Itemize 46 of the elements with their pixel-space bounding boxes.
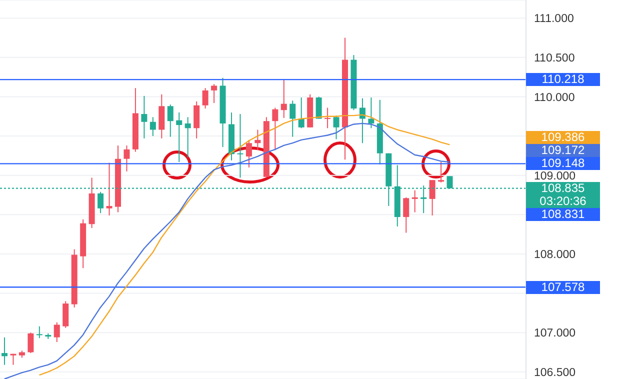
candlestick	[403, 196, 410, 234]
ref-line-label: 109.148	[526, 156, 600, 170]
candlestick	[141, 95, 148, 139]
candlestick	[237, 114, 244, 178]
ref-line-label: 107.578	[526, 280, 600, 294]
candlestick	[290, 100, 296, 138]
text: 108.831	[526, 206, 600, 221]
y-tick-label: 110.000	[534, 92, 575, 104]
candlestick	[324, 107, 331, 129]
candlestick	[176, 112, 182, 162]
y-tick-label: 106.500	[534, 367, 576, 379]
candlestick	[124, 144, 130, 172]
candlestick	[150, 116, 156, 137]
text: 03:20:36	[538, 194, 588, 208]
candlestick	[194, 100, 200, 139]
candlestick	[28, 332, 34, 354]
ref-line-label: 110.218	[526, 72, 600, 86]
candlestick	[158, 94, 165, 139]
y-tick-label: 108.000	[534, 249, 576, 262]
y-tick-label: 109.000	[534, 170, 576, 182]
text: 109.386	[526, 130, 600, 144]
candlestick	[438, 161, 444, 183]
candlestick	[412, 190, 418, 213]
candlestick	[280, 78, 287, 118]
ref-line-label: 108.835	[540, 180, 586, 195]
candlestick	[98, 191, 104, 214]
candlestick	[211, 84, 218, 104]
y-tick-label: 111.000	[534, 13, 574, 26]
y-tick-label: 107.000	[534, 328, 576, 340]
candlestick	[202, 88, 208, 110]
candlestick	[429, 180, 436, 216]
candlestick	[36, 326, 42, 339]
candlestick	[333, 115, 340, 140]
candlestick	[246, 139, 252, 168]
candlestick	[62, 300, 69, 328]
candlestick	[167, 104, 174, 138]
y-tick-label: 110.500	[534, 52, 575, 64]
candlestick	[184, 116, 191, 158]
candlestick	[298, 97, 304, 129]
candlestick	[2, 336, 8, 366]
candlestick	[272, 107, 278, 151]
text: 109.172	[526, 143, 600, 158]
candlestick	[368, 97, 374, 129]
candlestick	[254, 129, 261, 151]
candlestick	[106, 162, 112, 216]
candlestick	[54, 322, 60, 343]
